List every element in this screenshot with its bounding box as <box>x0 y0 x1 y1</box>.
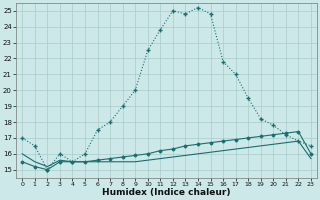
X-axis label: Humidex (Indice chaleur): Humidex (Indice chaleur) <box>102 188 231 197</box>
